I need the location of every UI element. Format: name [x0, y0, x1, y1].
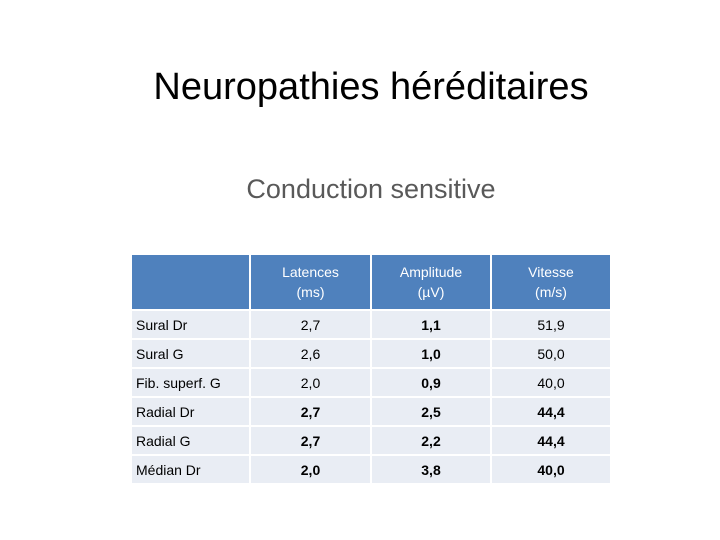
table-row: Sural Dr 2,7 1,1 51,9 — [132, 311, 610, 338]
latence-cell: 2,0 — [249, 456, 370, 483]
amplitude-cell: 1,0 — [370, 340, 490, 367]
latence-cell: 2,6 — [249, 340, 370, 367]
vitesse-cell: 40,0 — [490, 456, 610, 483]
table-row: Radial G 2,7 2,2 44,4 — [132, 427, 610, 454]
vitesse-cell: 40,0 — [490, 369, 610, 396]
slide-title: Neuropathies héréditaires — [153, 66, 589, 108]
latence-cell: 2,7 — [249, 427, 370, 454]
header-latences-name: Latences — [282, 264, 339, 280]
header-corner — [132, 255, 249, 309]
row-label: Fib. superf. G — [132, 369, 249, 396]
amplitude-cell: 1,1 — [370, 311, 490, 338]
amplitude-cell: 0,9 — [370, 369, 490, 396]
table-row: Médian Dr 2,0 3,8 40,0 — [132, 456, 610, 483]
header-latences: Latences (ms) — [249, 255, 370, 309]
row-label: Radial Dr — [132, 398, 249, 425]
header-amplitude-unit: (µV) — [417, 284, 445, 300]
table-header-row: Latences (ms) Amplitude (µV) Vitesse (m/s) — [132, 255, 610, 309]
row-label: Sural Dr — [132, 311, 249, 338]
latence-cell: 2,7 — [249, 311, 370, 338]
latence-cell: 2,7 — [249, 398, 370, 425]
slide-subtitle: Conduction sensitive — [246, 174, 496, 204]
amplitude-cell: 2,2 — [370, 427, 490, 454]
header-vitesse: Vitesse (m/s) — [490, 255, 610, 309]
row-label: Radial G — [132, 427, 249, 454]
amplitude-cell: 3,8 — [370, 456, 490, 483]
table-row: Fib. superf. G 2,0 0,9 40,0 — [132, 369, 610, 396]
amplitude-cell: 2,5 — [370, 398, 490, 425]
vitesse-cell: 44,4 — [490, 427, 610, 454]
vitesse-cell: 51,9 — [490, 311, 610, 338]
latence-cell: 2,0 — [249, 369, 370, 396]
conduction-table: Latences (ms) Amplitude (µV) Vitesse (m/s) … — [132, 253, 610, 485]
vitesse-cell: 44,4 — [490, 398, 610, 425]
header-vitesse-name: Vitesse — [528, 264, 574, 280]
vitesse-cell: 50,0 — [490, 340, 610, 367]
row-label: Sural G — [132, 340, 249, 367]
table-row: Sural G 2,6 1,0 50,0 — [132, 340, 610, 367]
row-label: Médian Dr — [132, 456, 249, 483]
header-amplitude-name: Amplitude — [399, 264, 463, 280]
header-vitesse-unit: (m/s) — [535, 284, 567, 300]
header-amplitude: Amplitude (µV) — [370, 255, 490, 309]
header-latences-unit: (ms) — [296, 284, 325, 300]
table-row: Radial Dr 2,7 2,5 44,4 — [132, 398, 610, 425]
